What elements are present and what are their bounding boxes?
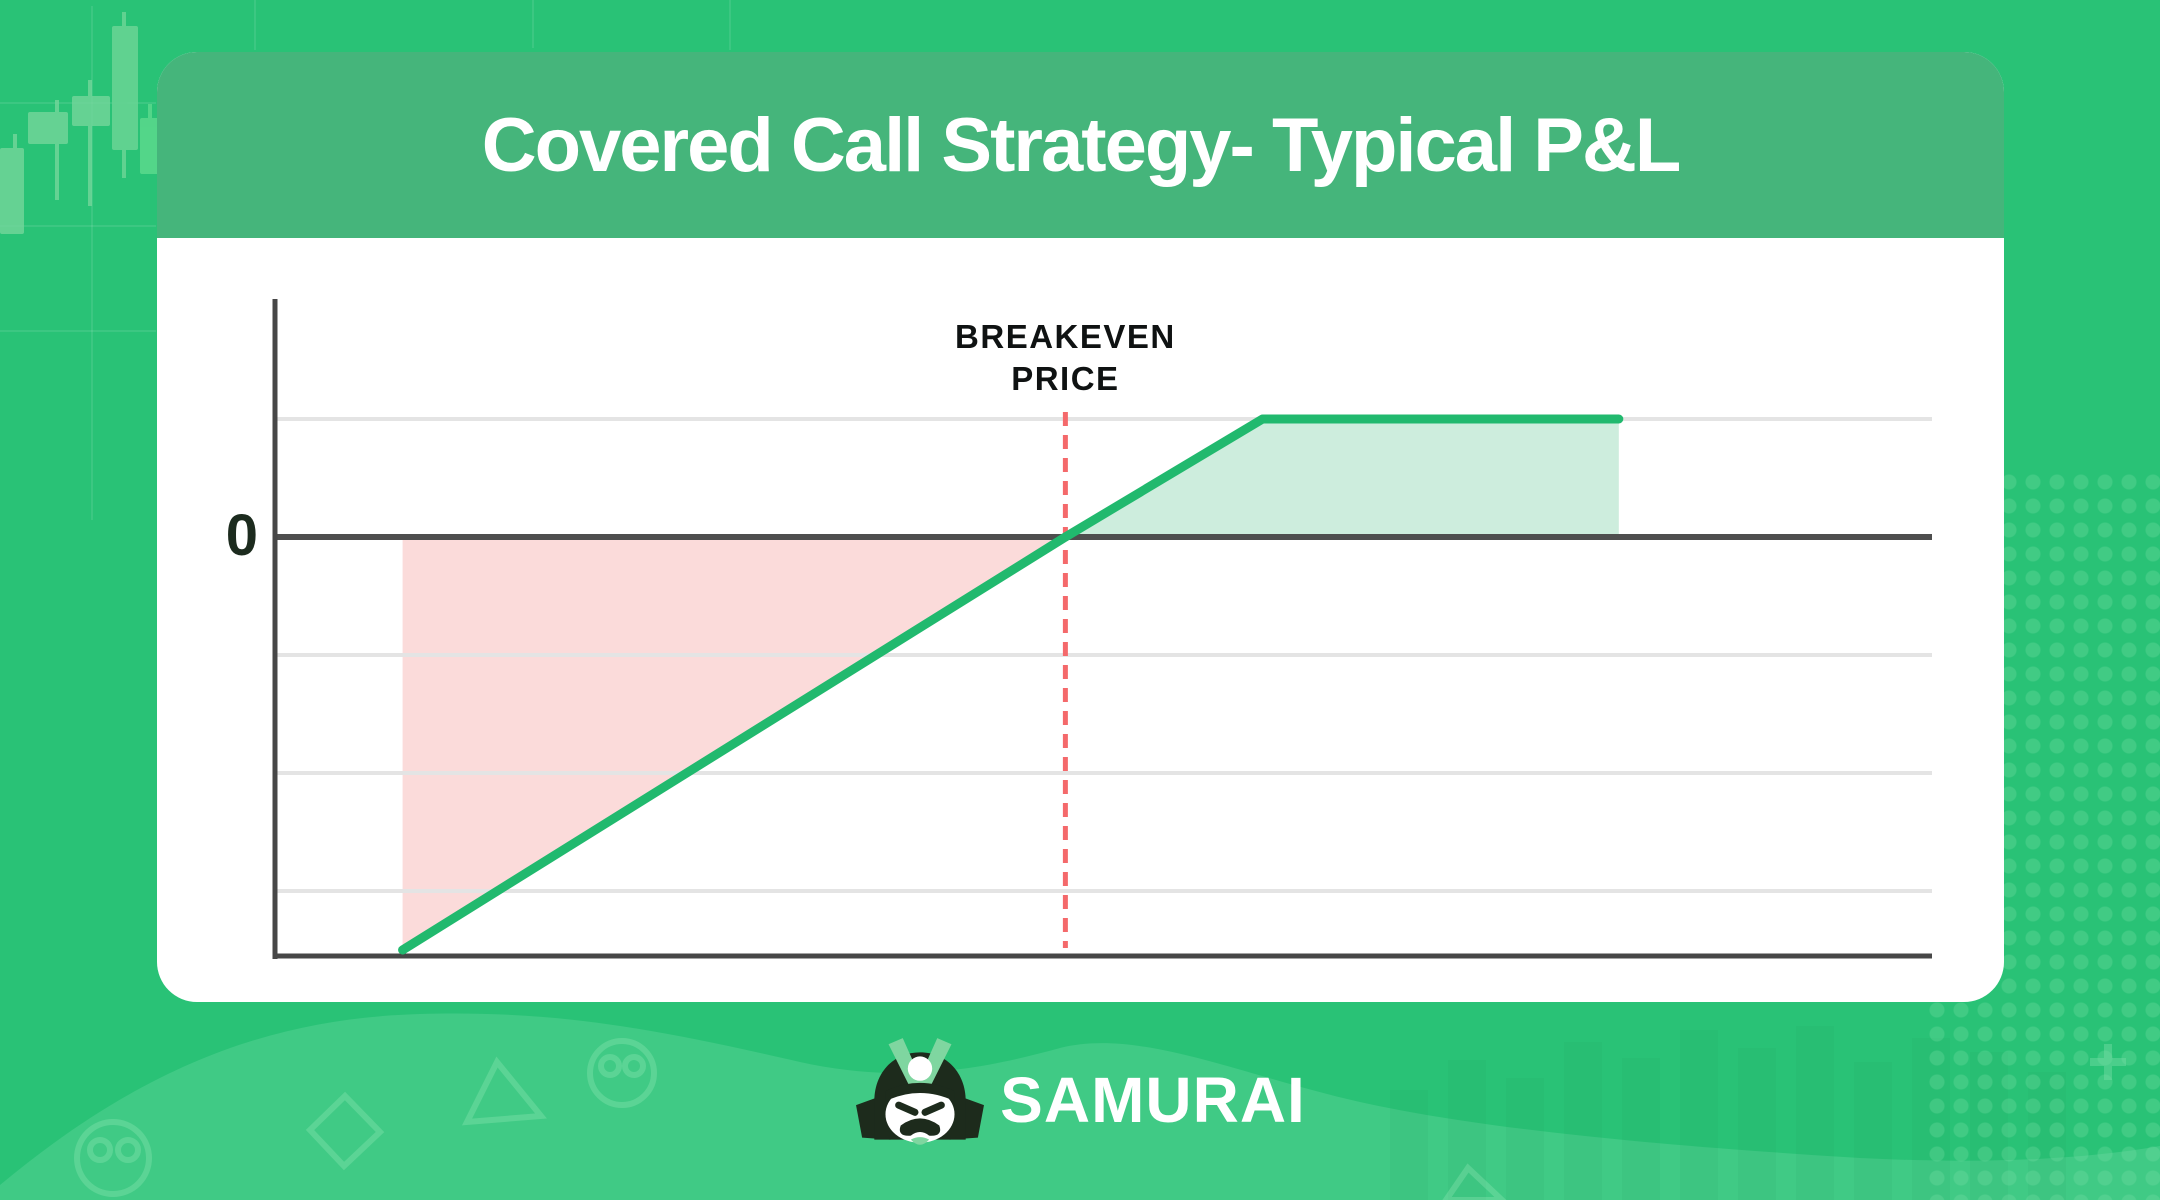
breakeven-label-line1: BREAKEVEN [955, 318, 1176, 355]
bottom-wave [0, 1013, 2160, 1200]
diamond-icon [305, 1091, 385, 1171]
triangle-icon [1442, 1163, 1507, 1200]
zero-tick-label: 0 [226, 503, 258, 568]
pnl-chart: 0 BREAKEVEN PRICE [226, 299, 1932, 959]
samurai-helmet-icon [856, 1038, 985, 1145]
triangle-icon [461, 1056, 547, 1126]
helmet-watermark-icon [74, 1119, 152, 1197]
candlestick-decoration [0, 12, 164, 234]
pnl-line [398, 414, 1624, 955]
breakeven-label-line2: PRICE [1011, 360, 1119, 397]
watermark-icons [74, 1038, 2126, 1200]
profit-region [1065, 419, 1619, 537]
plus-icon [2090, 1044, 2126, 1080]
chart-title: Covered Call Strategy- Typical P&L [481, 102, 1682, 188]
title-banner: Covered Call Strategy- Typical P&L [157, 52, 2004, 238]
brand-footer: SAMURAI [0, 1038, 2160, 1152]
bar-pattern-decoration [1390, 1026, 2066, 1200]
brand-name: SAMURAI [1000, 1064, 1306, 1136]
helmet-watermark-icon [587, 1038, 657, 1108]
chart-card: Covered Call Strategy- Typical P&L 0 BRE… [157, 52, 2004, 1002]
